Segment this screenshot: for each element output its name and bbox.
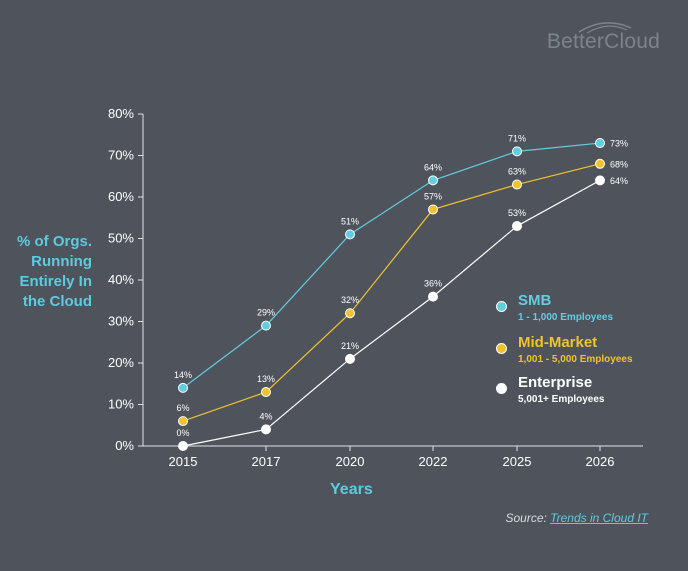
x-axis-label: Years [330, 481, 373, 498]
x-tick-label: 2025 [503, 454, 532, 469]
data-label: 64% [424, 162, 442, 172]
x-tick-label: 2022 [419, 454, 448, 469]
brand-logo: BetterCloud [546, 22, 660, 54]
cloud-swoosh-icon [578, 22, 632, 34]
y-tick-label: 50% [108, 231, 134, 246]
data-point [512, 221, 522, 232]
legend-subtitle: 1 - 1,000 Employees [518, 312, 614, 323]
y-tick-label: 30% [108, 314, 134, 329]
y-tick-label: 10% [108, 397, 134, 412]
series-line [182, 179, 601, 447]
source-link[interactable]: Trends in Cloud IT [550, 511, 648, 525]
data-label: 51% [341, 216, 359, 226]
legend-name: Mid-Market [518, 334, 598, 351]
data-point [595, 175, 605, 186]
data-point [595, 138, 605, 149]
data-point [595, 158, 605, 169]
y-tick-label: 40% [108, 272, 134, 287]
data-point [345, 229, 355, 240]
data-point [178, 441, 188, 451]
y-axis-label: % of Orgs. Running Entirely In the Cloud [16, 233, 92, 310]
x-tick-label: 2020 [336, 454, 365, 469]
x-tick-label: 2017 [252, 454, 281, 469]
legend-dot-icon [496, 343, 507, 354]
y-tick-label: 0% [115, 438, 134, 453]
data-label: 63% [508, 167, 526, 177]
series-line [182, 163, 601, 422]
data-point [428, 175, 438, 186]
legend-name: Enterprise [518, 374, 593, 391]
legend-dot-icon [496, 301, 507, 312]
data-label: 57% [424, 191, 442, 201]
data-label: 4% [259, 411, 272, 421]
data-point [261, 424, 271, 435]
data-label: 6% [176, 403, 189, 413]
legend-subtitle: 5,001+ Employees [518, 394, 605, 405]
data-label: 36% [424, 279, 442, 289]
legend-name: SMB [518, 292, 552, 309]
data-label: 73% [610, 139, 628, 149]
data-point [512, 179, 522, 190]
y-tick-label: 80% [108, 106, 134, 121]
data-label: 0% [176, 428, 189, 438]
data-point [512, 146, 522, 157]
data-point [178, 382, 188, 393]
data-label: 29% [257, 308, 275, 318]
x-tick-label: 2026 [586, 454, 615, 469]
data-label: 21% [341, 341, 359, 351]
data-point [178, 416, 188, 427]
legend-subtitle: 1,001 - 5,000 Employees [518, 354, 633, 365]
data-label: 32% [341, 295, 359, 305]
data-label: 13% [257, 374, 275, 384]
data-point [345, 308, 355, 319]
data-point [261, 387, 271, 398]
data-point [428, 204, 438, 215]
legend-dot-icon [496, 383, 507, 394]
data-label: 68% [610, 159, 628, 169]
data-label: 71% [508, 133, 526, 143]
data-label: 14% [174, 370, 192, 380]
source-prefix: Source: [505, 511, 551, 525]
source-note: Source: Trends in Cloud IT [505, 511, 648, 525]
series-line [182, 142, 601, 389]
data-point [345, 353, 355, 364]
y-tick-label: 70% [108, 148, 134, 163]
data-label: 53% [508, 208, 526, 218]
data-point [428, 291, 438, 302]
y-tick-label: 60% [108, 189, 134, 204]
y-tick-label: 20% [108, 355, 134, 370]
brand-name: BetterCloud [546, 30, 660, 53]
data-point [261, 320, 271, 331]
data-label: 64% [610, 176, 628, 186]
x-tick-label: 2015 [169, 454, 198, 469]
